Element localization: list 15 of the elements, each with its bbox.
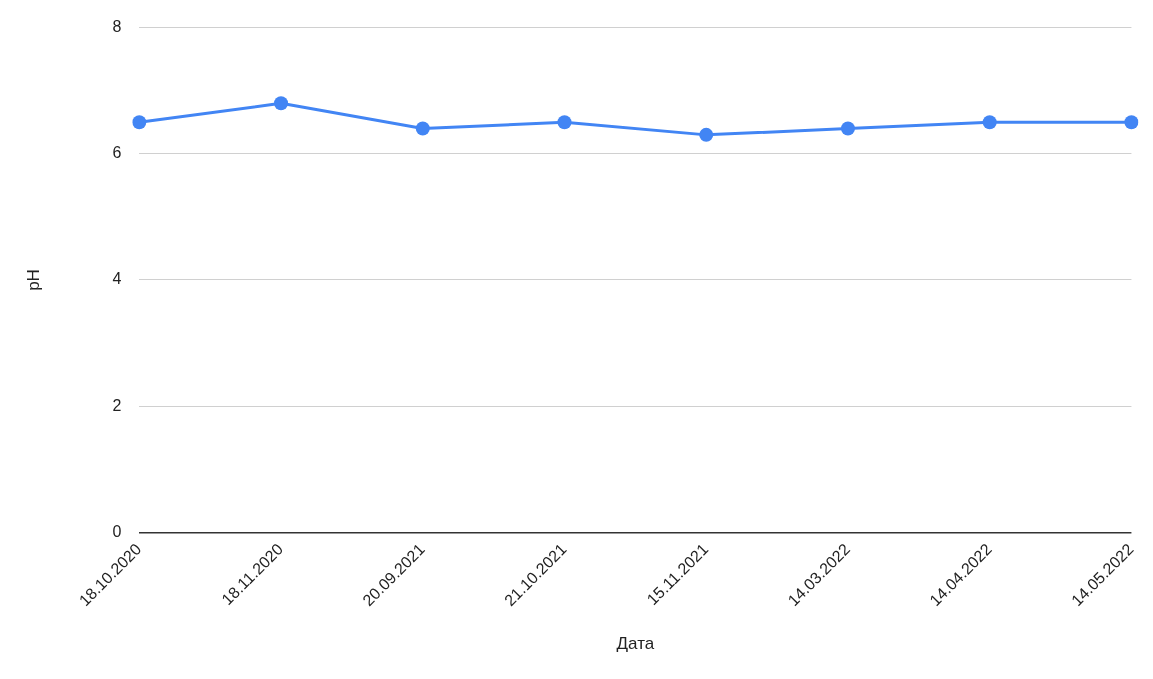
y-tick-label: 6 [112,144,122,162]
point [557,115,572,130]
point [132,115,147,130]
point [274,96,289,111]
y-tick-label: 0 [112,522,122,540]
point [982,115,997,130]
point [840,121,855,136]
y-tick-label: 2 [112,396,122,414]
y-axis-title: pH [23,269,43,291]
point [1124,115,1139,130]
point [699,127,714,142]
y-tick-label: 4 [112,270,122,288]
x-axis-title: Дата [616,634,655,654]
point [415,121,430,136]
y-tick-label: 8 [112,18,122,36]
